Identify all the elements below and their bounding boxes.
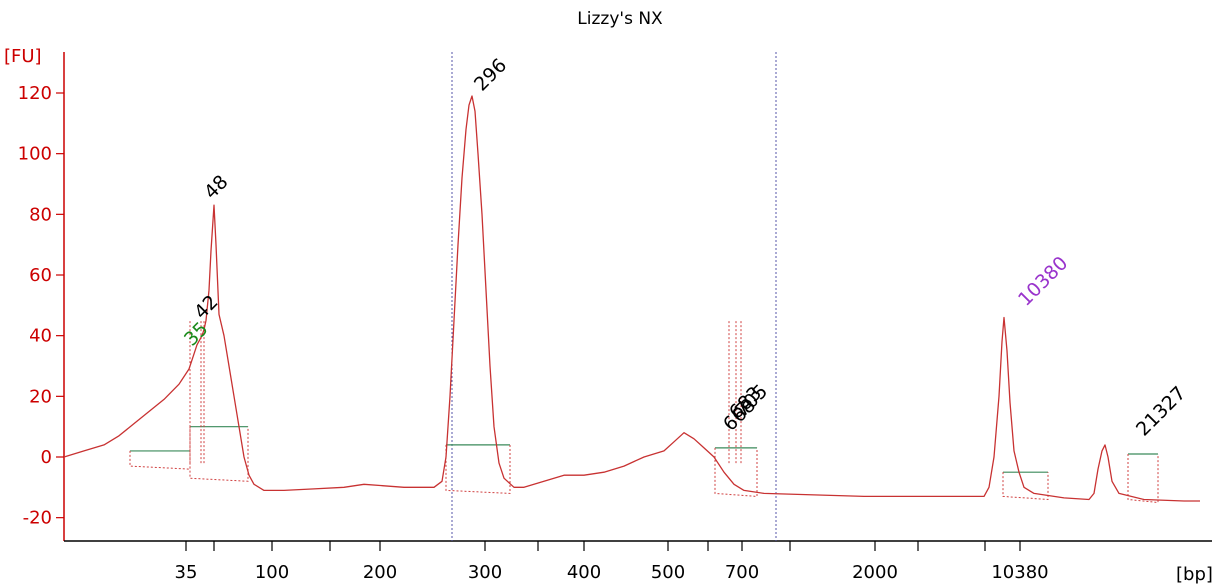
x-tick-label: 10380 (991, 562, 1048, 583)
x-tick-label: 200 (363, 562, 397, 583)
y-tick-label: 120 (18, 83, 52, 104)
x-tick-label: 400 (567, 562, 601, 583)
integration-area (189, 426, 249, 482)
y-tick-label: 80 (29, 204, 52, 225)
y-tick-label: -20 (23, 508, 52, 529)
peak-label: 10380 (1014, 252, 1072, 310)
integration-area (445, 444, 511, 494)
series-line (63, 95, 1200, 502)
x-tick-label: 500 (651, 562, 685, 583)
integration-area (129, 450, 191, 470)
y-tick-label: 100 (18, 144, 52, 165)
y-tick-label: 40 (29, 326, 52, 347)
x-axis-unit: [bp] (1176, 564, 1213, 585)
peak-label: 35 (180, 318, 213, 351)
x-tick-label: 2000 (852, 562, 898, 583)
region-markers (129, 52, 1159, 541)
x-ticks: 35 100 200 300 400 500 700 2000 10380 (175, 541, 1049, 583)
y-ticks: -20 0 20 40 60 80 100 120 (18, 83, 64, 529)
y-tick-label: 20 (29, 386, 52, 407)
x-tick-label: 700 (725, 562, 759, 583)
integration-area (714, 447, 758, 497)
integration-area (1002, 472, 1049, 501)
y-tick-label: 60 (29, 265, 52, 286)
x-tick-label: 35 (175, 562, 198, 583)
chart-title: Lizzy's NX (577, 9, 663, 29)
x-tick-label: 100 (255, 562, 289, 583)
y-tick-label: 0 (41, 447, 52, 468)
y-axis-unit: [FU] (4, 46, 42, 67)
x-tick-label: 300 (468, 562, 502, 583)
series-group (63, 95, 1200, 502)
peak-label: 48 (200, 171, 233, 204)
integration-area (1127, 453, 1159, 504)
peak-label: 21327 (1132, 382, 1190, 440)
peak-label: 296 (470, 54, 511, 95)
